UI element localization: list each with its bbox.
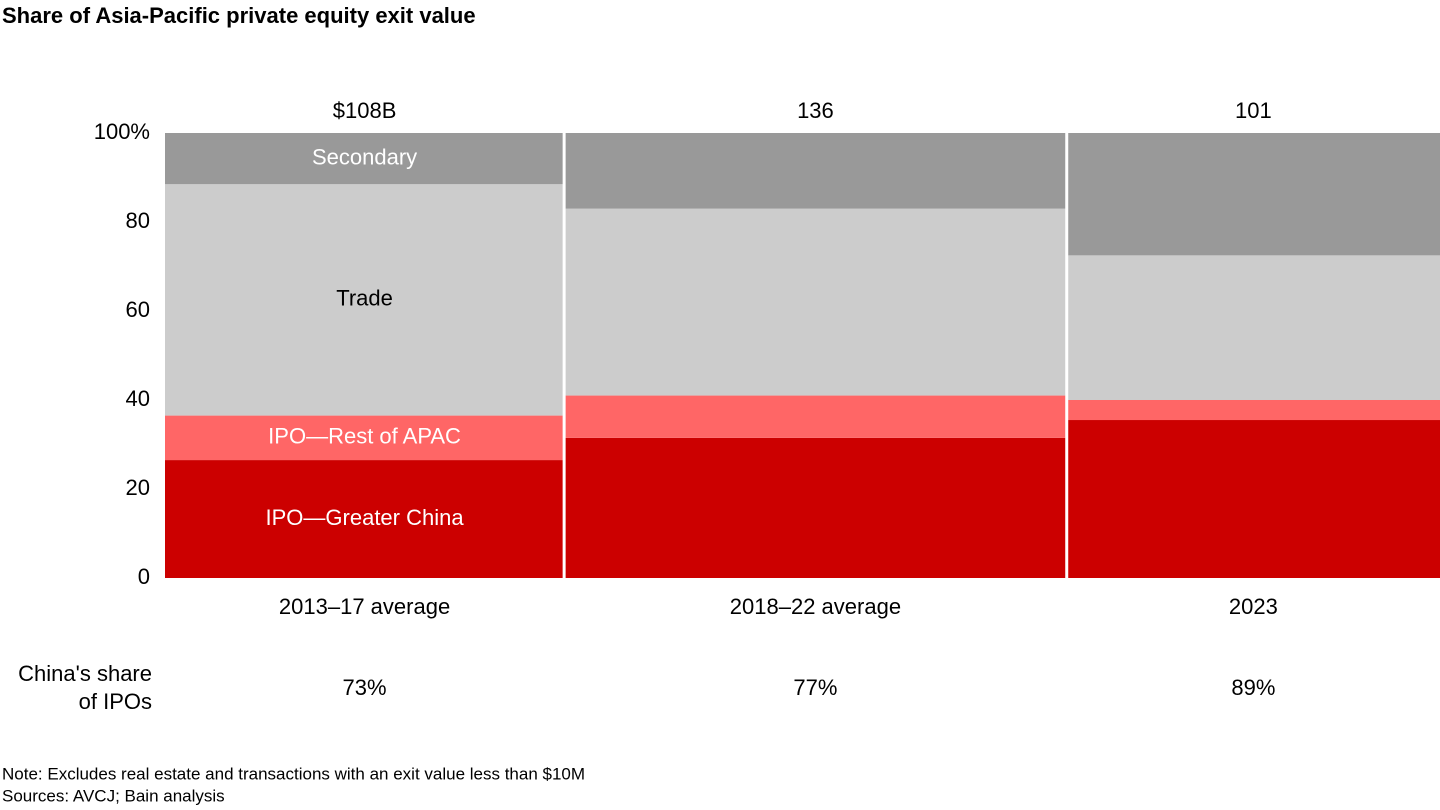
y-tick-label: 80: [126, 208, 150, 233]
y-tick-label: 100%: [94, 119, 150, 144]
total-label: 101: [1235, 98, 1272, 123]
segment-label: Trade: [336, 286, 393, 311]
segment: [1068, 400, 1440, 421]
chart-title: Share of Asia-Pacific private equity exi…: [2, 3, 476, 28]
y-tick-label: 0: [138, 564, 150, 589]
sources: Sources: AVCJ; Bain analysis: [2, 786, 225, 805]
segment: [565, 133, 1066, 209]
segment: [1068, 255, 1440, 400]
x-tick-label: 2023: [1229, 594, 1278, 619]
share-label: China's share: [18, 661, 152, 686]
total-label: 136: [797, 98, 834, 123]
y-tick-label: 40: [126, 386, 150, 411]
note: Note: Excludes real estate and transacti…: [2, 764, 585, 783]
segment: [565, 208, 1066, 396]
y-tick-label: 60: [126, 297, 150, 322]
segment-label: IPO—Rest of APAC: [268, 424, 461, 449]
segment-label: Secondary: [312, 144, 417, 169]
segment: [165, 184, 563, 416]
share-value: 89%: [1231, 675, 1275, 700]
segment: [1068, 133, 1440, 256]
x-tick-label: 2013–17 average: [279, 594, 450, 619]
segment: [165, 133, 563, 185]
x-tick-label: 2018–22 average: [730, 594, 901, 619]
share-value: 77%: [793, 675, 837, 700]
segment-label: IPO—Greater China: [266, 505, 465, 530]
share-value: 73%: [343, 675, 387, 700]
total-label: $108B: [333, 98, 397, 123]
segment: [565, 395, 1066, 438]
segment: [1068, 420, 1440, 578]
y-tick-label: 20: [126, 475, 150, 500]
segment: [165, 460, 563, 578]
segment: [165, 415, 563, 461]
share-label: of IPOs: [79, 689, 152, 714]
segment: [565, 437, 1066, 578]
